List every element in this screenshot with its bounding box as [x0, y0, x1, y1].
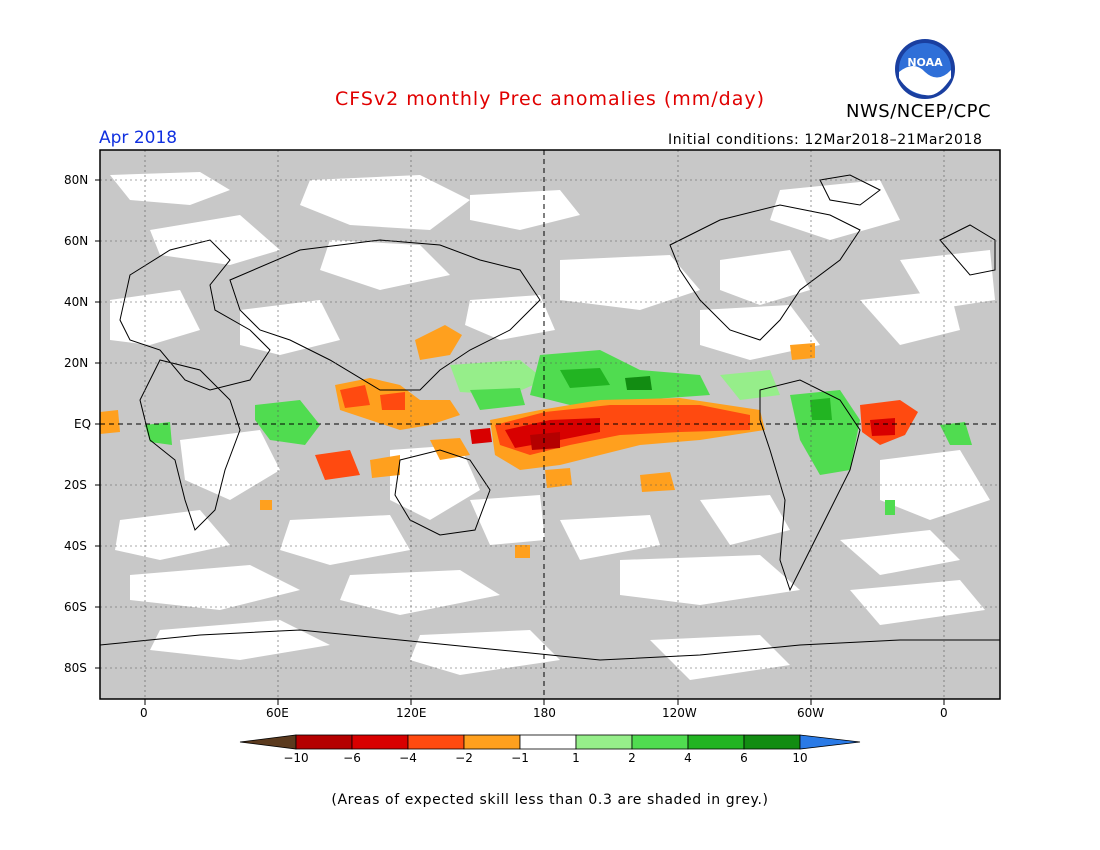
agency-label: NWS/NCEP/CPC [846, 101, 992, 122]
lon-label: 60E [266, 706, 289, 720]
lat-label: 60N [64, 234, 89, 248]
lat-label: 80S [64, 661, 87, 675]
colorbar-label: −6 [343, 751, 361, 765]
lon-label: 120W [662, 706, 697, 720]
chart-title: CFSv2 monthly Prec anomalies (mm/day) [334, 88, 766, 110]
lat-label: 20S [64, 478, 87, 492]
lat-label: 60S [64, 600, 87, 614]
negative-anomalies [100, 325, 918, 558]
colorbar-label: 10 [792, 751, 808, 765]
colorbar [239, 734, 861, 750]
colorbar-label: 1 [572, 751, 580, 765]
colorbar-label: 2 [628, 751, 636, 765]
coastlines [99, 174, 1000, 661]
colorbar-label: −2 [455, 751, 473, 765]
colorbar-label: 6 [740, 751, 748, 765]
axis-ticks [95, 179, 945, 705]
target-month: Apr 2018 [99, 128, 178, 148]
lon-label: 0 [940, 706, 948, 720]
logo-text: NOAA [907, 56, 943, 69]
colorbar-label: −1 [511, 751, 529, 765]
noaa-logo-icon: NOAA [894, 38, 956, 100]
skill-note: (Areas of expected skill less than 0.3 a… [331, 792, 769, 808]
lon-label: 0 [140, 706, 148, 720]
lat-label: 80N [64, 173, 89, 187]
lon-label: 60W [797, 706, 825, 720]
initial-conditions: Initial conditions: 12Mar2018–21Mar2018 [668, 132, 983, 148]
lat-label: 40S [64, 539, 87, 553]
lon-label: 180 [533, 706, 556, 720]
positive-anomalies [145, 350, 972, 515]
grid-lines [100, 150, 1000, 699]
lat-label: 20N [64, 356, 89, 370]
lon-label: 120E [396, 706, 427, 720]
lat-label: 40N [64, 295, 89, 309]
colorbar-label: −4 [399, 751, 417, 765]
white-skill-areas [110, 172, 995, 680]
colorbar-label: −10 [283, 751, 309, 765]
lat-label: EQ [74, 417, 92, 431]
colorbar-label: 4 [684, 751, 692, 765]
